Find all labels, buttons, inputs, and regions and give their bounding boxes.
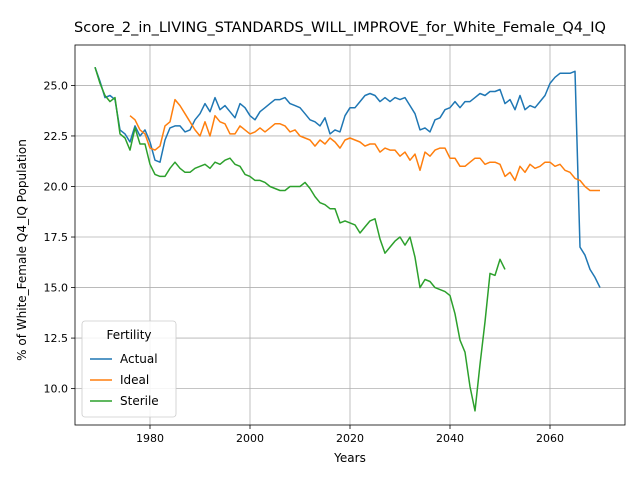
chart-title: Score_2_in_LIVING_STANDARDS_WILL_IMPROVE… — [74, 20, 606, 36]
y-tick-label: 20.0 — [44, 180, 69, 193]
legend: Fertility Actual Ideal Sterile — [81, 320, 177, 418]
legend-title: Fertility — [106, 328, 151, 342]
y-tick-label: 22.5 — [44, 130, 69, 143]
series-line-actual — [94, 66, 601, 288]
x-tick-label: 2040 — [436, 432, 464, 445]
legend-label: Ideal — [120, 373, 149, 387]
x-tick-label: 2000 — [236, 432, 264, 445]
series-line-ideal — [129, 98, 600, 192]
y-tick-label: 12.5 — [44, 332, 69, 345]
legend-box — [81, 320, 177, 418]
y-tick-label: 15.0 — [44, 282, 69, 295]
series-lines — [94, 66, 601, 412]
y-tick-label: 17.5 — [44, 231, 69, 244]
y-axis-label: % of White_Female Q4_IQ Population — [15, 139, 29, 361]
axis-ticks: 1980 2000 2020 2040 2060 10.0 12.5 15.0 17.5 20.0… — [44, 79, 565, 445]
x-tick-label: 2020 — [336, 432, 364, 445]
y-tick-label: 25.0 — [44, 79, 69, 92]
x-tick-label: 1980 — [136, 432, 164, 445]
x-tick-label: 2060 — [536, 432, 564, 445]
legend-label: Actual — [120, 352, 158, 366]
legend-label: Sterile — [120, 394, 159, 408]
x-axis-label: Years — [333, 451, 366, 465]
series-line-sterile — [94, 66, 506, 412]
y-tick-label: 10.0 — [44, 383, 69, 396]
